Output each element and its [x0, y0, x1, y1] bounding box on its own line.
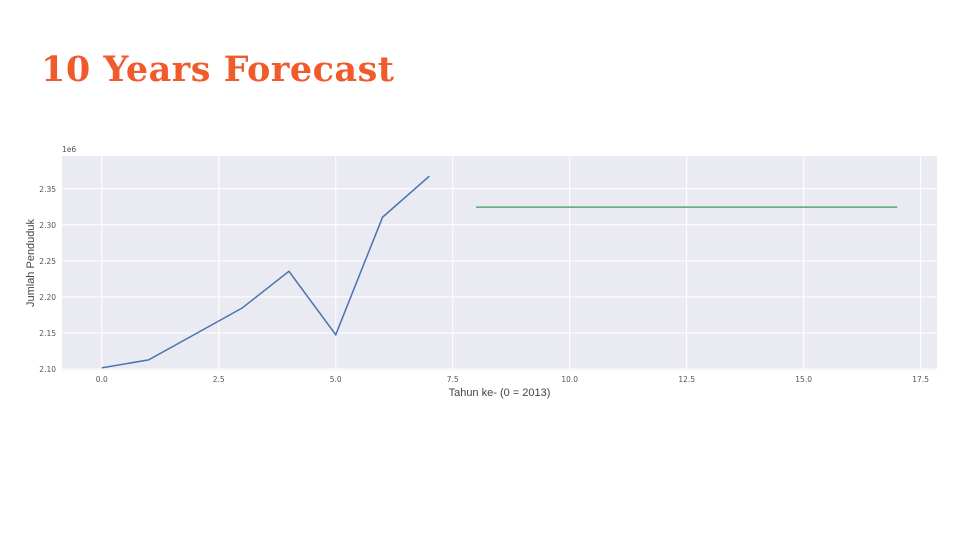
x-tick-label: 7.5	[447, 375, 459, 384]
plot-area	[62, 156, 937, 370]
y-offset-label: 1e6	[62, 145, 76, 154]
x-tick-label: 17.5	[912, 375, 929, 384]
y-tick-label: 2.30	[39, 221, 56, 230]
y-tick-label: 2.15	[39, 329, 56, 338]
x-tick-label: 10.0	[561, 375, 578, 384]
x-axis-label: Tahun ke- (0 = 2013)	[449, 387, 551, 399]
y-tick-label: 2.10	[39, 365, 56, 374]
x-tick-label: 12.5	[678, 375, 695, 384]
y-tick-label: 2.20	[39, 293, 56, 302]
y-tick-label: 2.35	[39, 185, 56, 194]
x-tick-labels: 0.0 2.5 5.0 7.5 10.0 12.5 15.0 17.5	[96, 375, 929, 384]
x-tick-label: 0.0	[96, 375, 108, 384]
series-line-0	[101, 175, 430, 369]
x-tick-label: 2.5	[213, 375, 225, 384]
y-tick-labels: 2.10 2.15 2.20 2.25 2.30 2.35	[39, 185, 56, 374]
x-tick-label: 5.0	[330, 375, 342, 384]
series-layer	[101, 175, 898, 369]
x-tick-label: 15.0	[795, 375, 812, 384]
slide-title: 10 Years Forecast	[41, 49, 395, 90]
y-tick-label: 2.25	[39, 257, 56, 266]
grid-lines	[62, 156, 937, 370]
y-axis-label: Jumlah Penduduk	[25, 218, 37, 307]
